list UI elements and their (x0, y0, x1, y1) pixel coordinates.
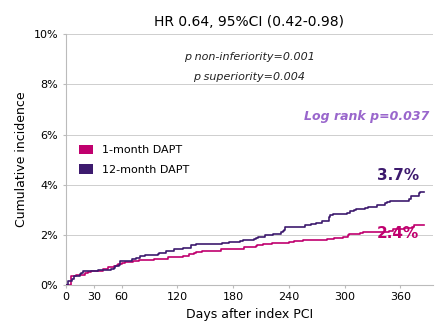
Legend: 1-month DAPT, 12-month DAPT: 1-month DAPT, 12-month DAPT (75, 140, 194, 179)
Text: Log rank p=0.037: Log rank p=0.037 (304, 111, 429, 124)
Text: p superiority=0.004: p superiority=0.004 (194, 72, 306, 82)
X-axis label: Days after index PCI: Days after index PCI (186, 308, 313, 321)
Text: 3.7%: 3.7% (377, 168, 419, 183)
Y-axis label: Cumulative incidence: Cumulative incidence (15, 92, 28, 227)
Text: p non-inferiority=0.001: p non-inferiority=0.001 (184, 52, 315, 62)
Text: 2.4%: 2.4% (377, 226, 419, 241)
Title: HR 0.64, 95%CI (0.42-0.98): HR 0.64, 95%CI (0.42-0.98) (155, 15, 345, 29)
